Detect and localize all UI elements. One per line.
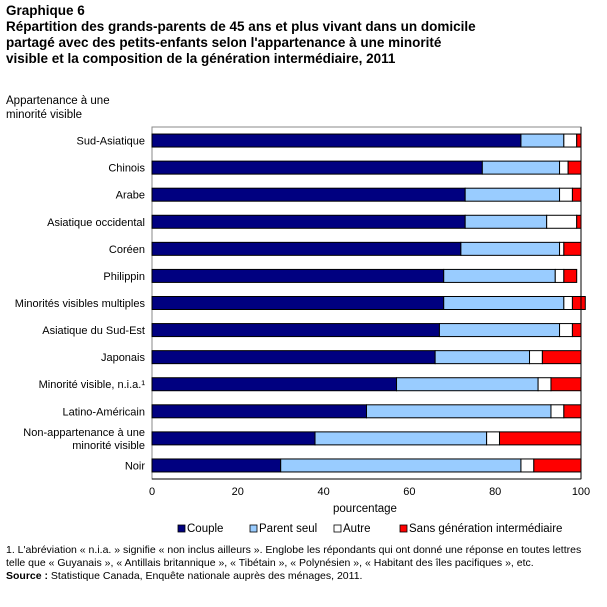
bar-segment	[563, 404, 582, 419]
category-label: Noir	[125, 460, 146, 472]
bar-segment	[151, 160, 483, 175]
bar-segment	[396, 377, 539, 392]
bar-segment	[559, 187, 573, 202]
bar-segment	[464, 214, 548, 229]
title-text: Répartition des grands-parents de 45 ans…	[6, 19, 476, 66]
bar-segment	[438, 323, 561, 338]
x-tick-label: 20	[232, 486, 244, 498]
category-label: Minorités visibles multiples	[15, 298, 146, 310]
x-tick-label: 40	[317, 486, 329, 498]
bar-segment	[486, 431, 500, 446]
footnote: 1. L'abréviation « n.i.a. » signifie « n…	[6, 544, 596, 583]
category-label: Coréen	[109, 244, 145, 256]
source-line: Source : Statistique Canada, Enquête nat…	[6, 570, 596, 583]
bar-segment	[576, 214, 582, 229]
bar-segment	[151, 187, 466, 202]
bar-segment	[443, 268, 556, 283]
bar-segment	[554, 268, 565, 283]
bar-segment	[366, 404, 552, 419]
bar-segment	[576, 133, 582, 148]
y-axis-label: Appartenance à une minorité visible	[6, 95, 110, 121]
legend-label: Couple	[187, 523, 223, 535]
category-label: Asiatique occidental	[47, 217, 145, 229]
legend-swatch	[399, 524, 408, 533]
bar-segment	[550, 404, 565, 419]
bar-segment	[151, 404, 367, 419]
bar-segment	[571, 323, 582, 338]
bar-segment	[550, 377, 582, 392]
category-label: Latino-Américain	[62, 406, 145, 418]
legend-label: Parent seul	[259, 523, 317, 535]
bar-segment	[151, 350, 436, 365]
x-tick-label: 60	[403, 486, 415, 498]
bar-segment	[563, 268, 578, 283]
figure-number: Graphique 6	[6, 3, 85, 18]
bar-segment	[563, 133, 578, 148]
category-label: Philippin	[103, 271, 145, 283]
bar-segment	[563, 296, 573, 310]
bar-segment	[151, 241, 462, 256]
bar-segment	[151, 133, 522, 148]
bar-segment	[533, 458, 582, 473]
bar-segment	[571, 187, 582, 202]
bar-segment	[151, 431, 316, 446]
bar-segment	[541, 350, 582, 365]
bar-segment	[151, 377, 398, 392]
bar-segment	[151, 296, 445, 310]
bar-segment	[559, 323, 573, 338]
bar-segment	[529, 350, 543, 365]
footnote-text: 1. L'abréviation « n.i.a. » signifie « n…	[6, 544, 582, 569]
bar-segment	[151, 268, 445, 283]
bar-segment	[571, 296, 586, 310]
bar-segment	[151, 458, 282, 473]
bar-segment	[151, 323, 440, 338]
legend-swatch	[333, 524, 342, 533]
category-label: Chinois	[108, 163, 145, 175]
legend-swatch	[177, 524, 186, 533]
source-text: Statistique Canada, Enquête nationale au…	[48, 570, 363, 582]
legend-swatch	[249, 524, 258, 533]
bar-segment	[546, 214, 578, 229]
x-tick-label: 100	[572, 486, 590, 498]
category-label: minorité visible	[72, 440, 145, 452]
bar-segment	[559, 241, 565, 256]
bar-segment	[498, 431, 582, 446]
bar-segment	[567, 160, 582, 175]
bar-segment	[537, 377, 552, 392]
bar-segment	[520, 458, 535, 473]
x-tick-label: 0	[149, 486, 155, 498]
bar-segment	[443, 296, 565, 310]
bar-segment	[314, 431, 488, 446]
bar-segment	[520, 133, 565, 148]
bar-segment	[563, 241, 582, 256]
bar-segment	[559, 160, 569, 175]
legend-label: Sans génération intermédiaire	[409, 523, 562, 535]
bar-segment	[151, 214, 466, 229]
bar-segment	[280, 458, 522, 473]
category-label: Japonais	[101, 352, 146, 364]
category-label: Minorité visible, n.i.a.¹	[39, 379, 146, 391]
category-label: Arabe	[116, 190, 145, 202]
category-label: Asiatique du Sud-Est	[42, 325, 145, 337]
x-tick-label: 80	[489, 486, 501, 498]
category-label: Non-appartenance à une	[23, 427, 145, 439]
source-label: Source :	[6, 570, 49, 582]
chart-title: Graphique 6 Répartition des grands-paren…	[6, 3, 486, 67]
category-label: Sud-Asiatique	[77, 136, 146, 148]
bar-segment	[434, 350, 531, 365]
bar-segment	[481, 160, 561, 175]
bar-segment	[460, 241, 561, 256]
bar-segment	[464, 187, 561, 202]
legend-label: Autre	[343, 523, 371, 535]
x-axis-title: pourcentage	[333, 503, 397, 515]
